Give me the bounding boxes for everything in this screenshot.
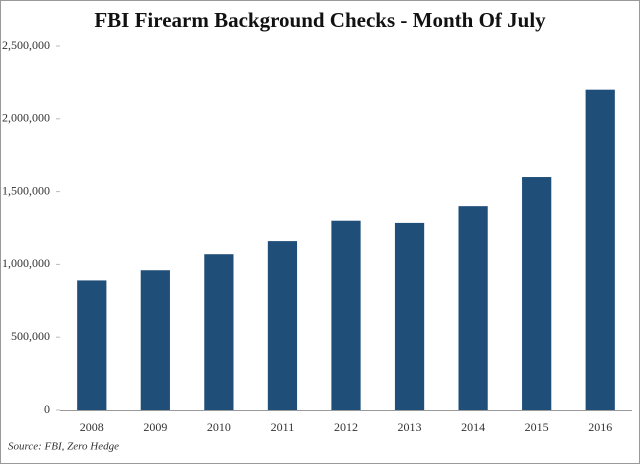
x-tick-label: 2016 — [588, 420, 612, 434]
x-tick-label: 2009 — [143, 420, 167, 434]
x-tick-label: 2015 — [525, 420, 549, 434]
bar — [267, 241, 298, 410]
x-tick-label: 2008 — [80, 420, 104, 434]
bar — [394, 222, 425, 410]
x-tick-label: 2011 — [271, 420, 295, 434]
x-tick-label: 2012 — [334, 420, 358, 434]
y-tick-label: 2,000,000 — [2, 111, 50, 125]
y-tick-label: 0 — [44, 402, 50, 416]
bar — [204, 254, 234, 410]
chart-title: FBI Firearm Background Checks - Month Of… — [94, 8, 546, 32]
bar — [77, 280, 107, 410]
x-tick-label: 2010 — [207, 420, 231, 434]
bar — [140, 270, 170, 410]
bar — [585, 89, 615, 411]
x-tick-label: 2013 — [398, 420, 422, 434]
y-tick-label: 2,500,000 — [2, 38, 50, 52]
y-tick-label: 1,500,000 — [2, 183, 50, 197]
source-note: Source: FBI, Zero Hedge — [8, 441, 119, 453]
x-tick-label: 2014 — [461, 420, 485, 434]
y-tick-label: 500,000 — [11, 329, 50, 343]
bar — [458, 206, 488, 410]
bar — [522, 177, 552, 410]
bar — [331, 220, 361, 410]
y-tick-label: 1,000,000 — [2, 256, 50, 270]
